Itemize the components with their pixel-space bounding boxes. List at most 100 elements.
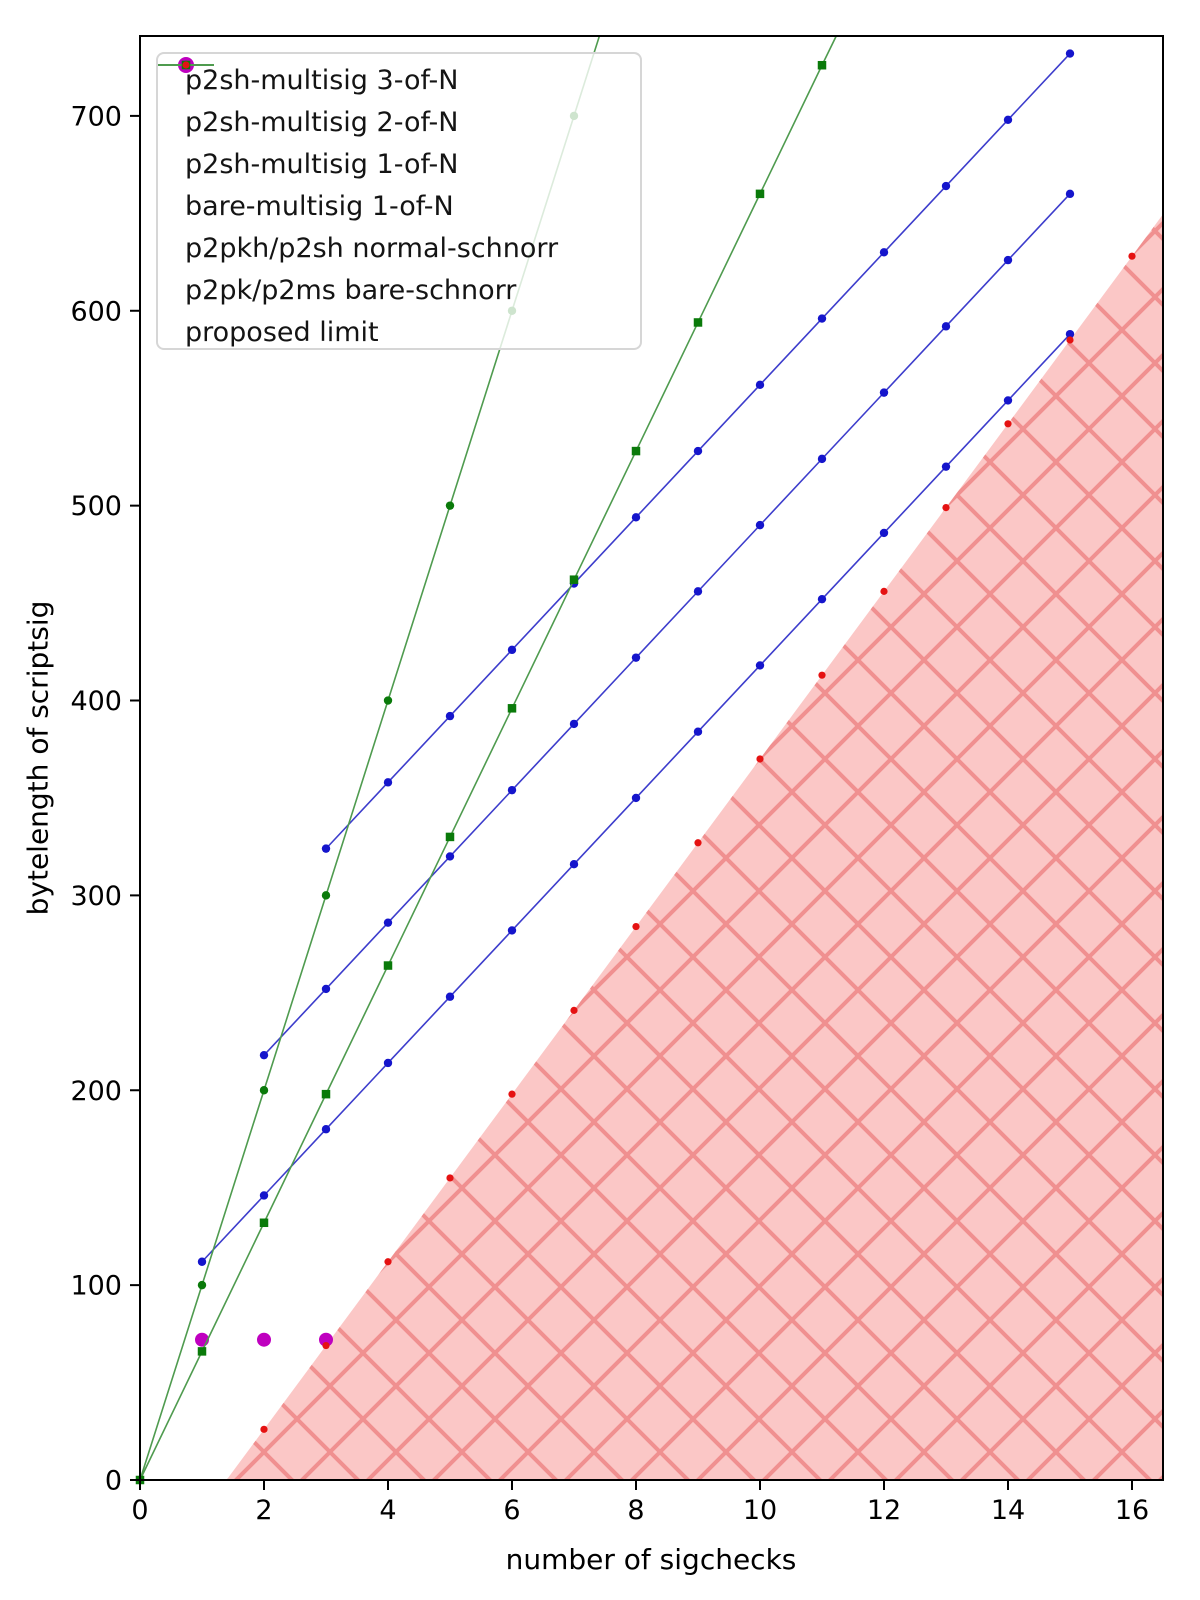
legend-item-label: p2pk/p2ms bare-schnorr [185,274,517,306]
data-point [446,1174,454,1182]
x-axis-label: number of sigchecks [505,1543,797,1576]
data-point [383,961,393,970]
legend-marker-glyph [182,61,190,69]
data-point [879,388,889,397]
data-point [755,380,765,390]
data-point [321,984,331,994]
data-point [259,1191,269,1200]
data-point [693,318,703,327]
data-point [631,653,641,662]
data-point [1065,329,1075,339]
data-point [383,778,393,787]
data-point [756,755,764,763]
series-6 [260,252,1136,1433]
data-point [1065,49,1075,58]
legend-item: p2sh-multisig 1-of-N [158,60,640,185]
data-point [693,587,703,596]
series-line [263,193,1071,1056]
data-point [260,1425,268,1433]
legend-item-label: bare-multisig 1-of-N [185,190,454,222]
data-point [197,1347,207,1356]
data-point [383,696,393,705]
data-point [693,446,703,456]
data-point [197,1257,207,1266]
data-point [321,891,331,900]
data-point [1066,336,1074,344]
y-tick-label: 100 [70,1271,122,1302]
y-tick-label: 500 [70,491,122,522]
data-point [445,501,455,510]
data-point [319,1332,333,1347]
data-point [259,1050,269,1060]
legend-marker-dot [182,61,190,69]
x-tick-label: 10 [743,1495,777,1526]
data-point [570,1006,578,1014]
x-tick-label: 16 [1115,1495,1149,1526]
data-point [569,860,579,869]
data-point [508,1090,516,1098]
data-point [817,60,827,70]
data-point [322,1341,330,1350]
series-1 [259,189,1075,1060]
data-point [817,454,827,464]
data-point [321,1089,331,1099]
data-point [197,1280,207,1290]
data-point [445,852,455,861]
x-tick-label: 2 [255,1495,272,1526]
data-point [1128,252,1136,260]
data-point [632,922,640,931]
legend: p2sh-multisig 3-of-N p2sh-multisig 2-of-N… [156,52,642,350]
data-point [631,793,641,803]
y-tick-label: 300 [70,881,122,912]
legend-item-label: p2sh-multisig 1-of-N [185,148,459,180]
data-point [1003,396,1013,405]
y-tick-label: 700 [70,101,122,132]
data-point [941,322,951,331]
data-point [507,926,517,935]
legend-item-label: p2sh-multisig 2-of-N [185,106,459,138]
data-point [445,832,455,842]
data-point [1003,255,1013,265]
y-tick-label: 600 [70,296,122,327]
data-point [879,528,889,538]
legend-item: p2sh-multisig 3-of-N [158,59,640,101]
y-tick-label: 200 [70,1076,122,1107]
data-point [507,645,517,655]
data-point [631,513,641,522]
y-axis-label: bytelength of scriptsig [21,600,55,916]
data-point [755,661,765,670]
data-point [941,181,951,191]
x-tick-label: 6 [503,1495,520,1526]
data-point [384,1258,392,1266]
x-tick-label: 0 [131,1495,148,1526]
legend-item-label: proposed limit [185,316,379,348]
data-point [1065,189,1075,199]
legend-item: p2pkh/p2sh normal-schnorr [158,60,640,269]
data-point [817,314,827,323]
data-point [321,1125,331,1134]
data-point [507,785,517,795]
data-point [818,671,826,679]
data-point [383,1058,393,1068]
legend-item: p2sh-multisig 2-of-N [158,60,640,143]
legend-item: p2pk/p2ms bare-schnorr [158,60,640,311]
series-3 [195,1332,333,1347]
data-point [817,594,827,604]
data-point [755,520,765,530]
data-point [693,727,703,736]
legend-item-label: p2pkh/p2sh normal-schnorr [185,232,559,264]
data-point [569,719,579,729]
x-tick-label: 4 [379,1495,396,1526]
data-point [1004,420,1012,428]
data-point [445,711,455,721]
legend-item-label: p2sh-multisig 3-of-N [185,64,459,96]
series-2 [197,329,1075,1266]
data-point [507,704,517,713]
series-0 [321,49,1075,853]
data-point [383,918,393,927]
data-point [941,462,951,471]
y-tick-label: 400 [70,686,122,717]
legend-item: bare-multisig 1-of-N [167,57,640,227]
data-point [880,587,888,595]
